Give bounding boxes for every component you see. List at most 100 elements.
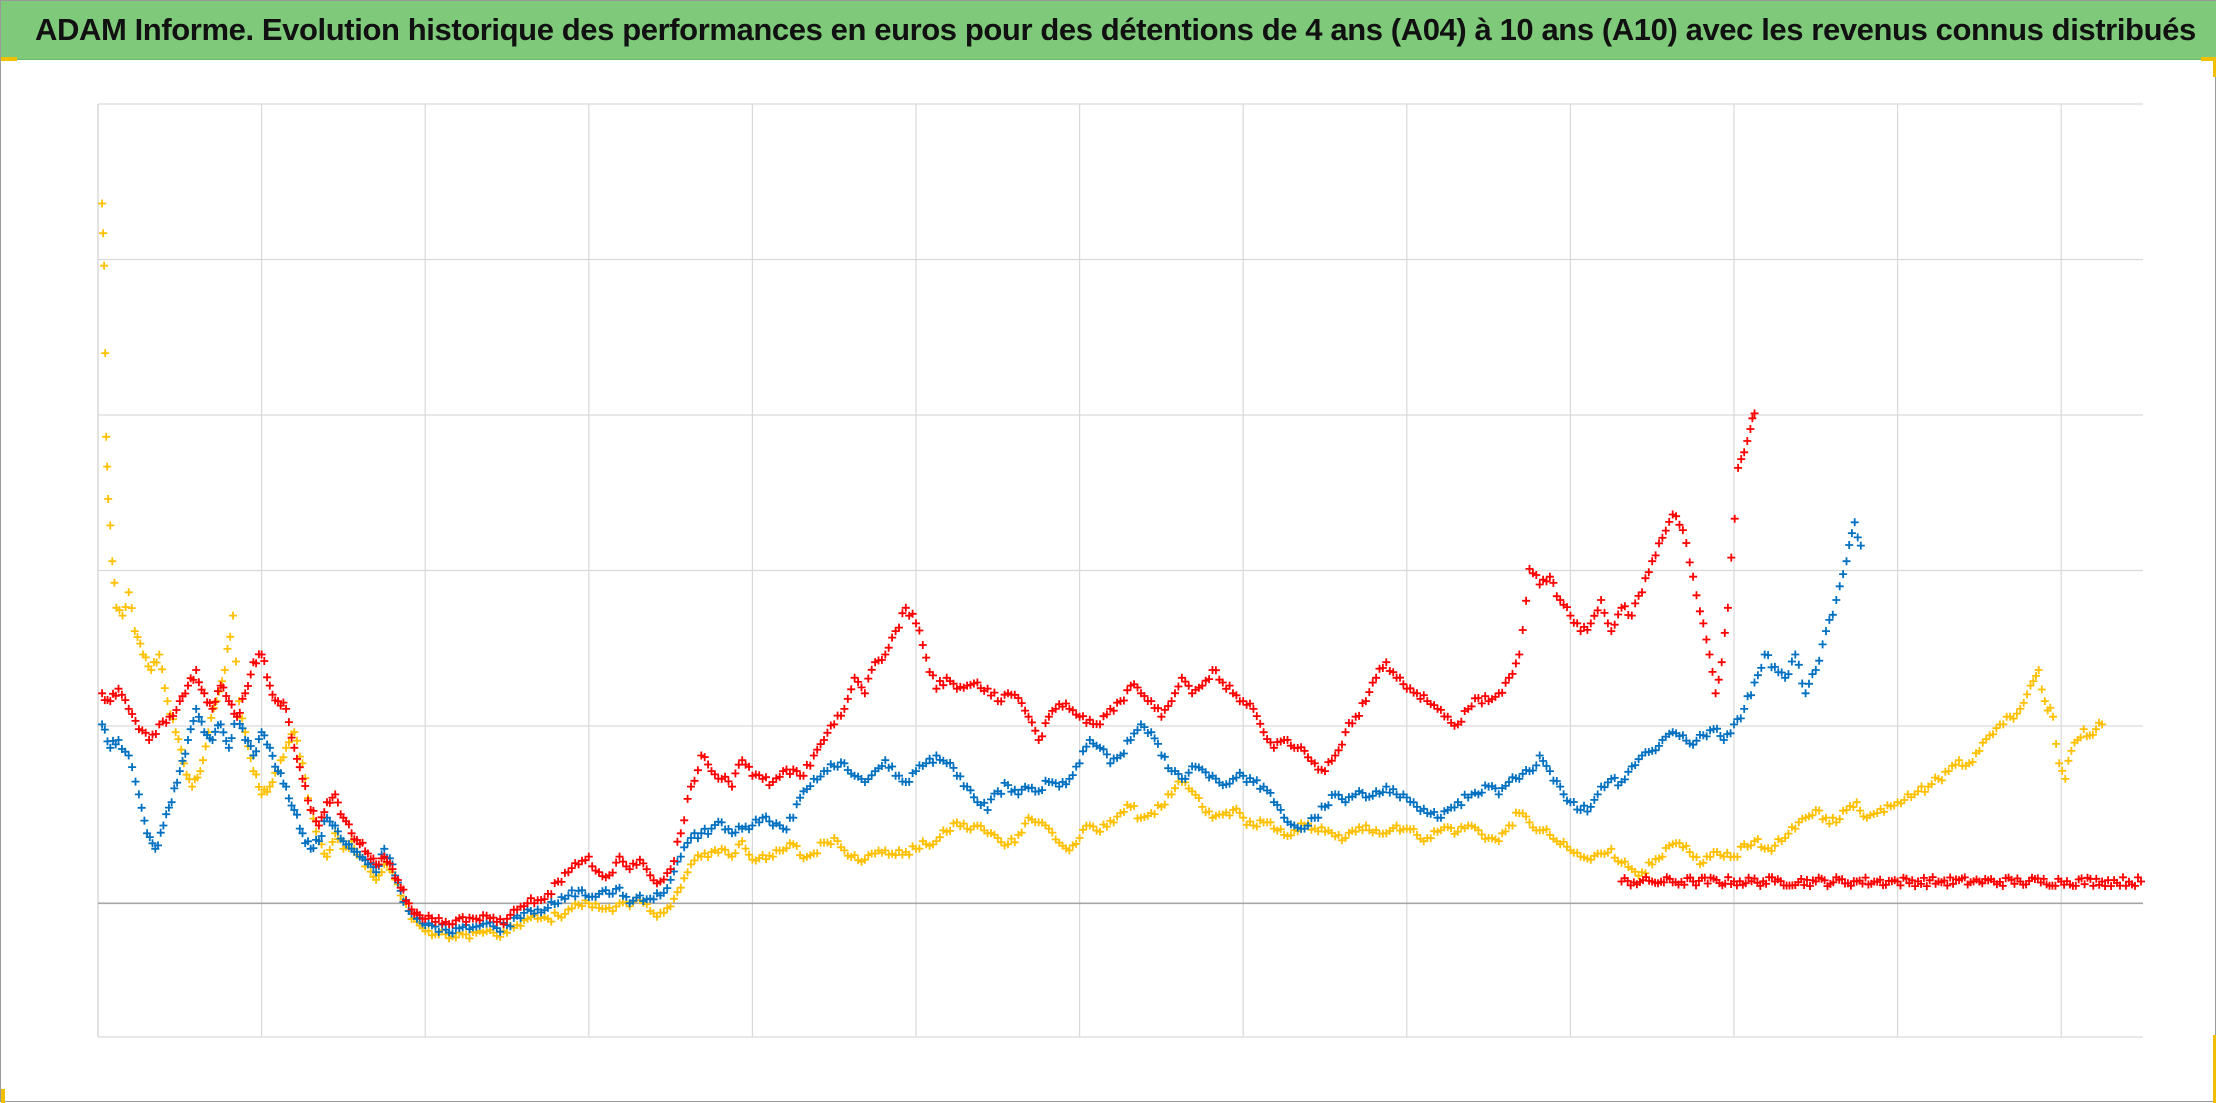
- data-point: [912, 619, 920, 628]
- data-point: [175, 767, 184, 776]
- data-point: [1041, 719, 1050, 728]
- data-point: [1784, 670, 1793, 679]
- data-point: [1300, 746, 1309, 755]
- data-point: [136, 639, 145, 648]
- data-point: [1675, 839, 1684, 848]
- data-point: [857, 683, 866, 692]
- data-point: [670, 894, 678, 903]
- data-point: [1181, 774, 1190, 783]
- data-point: [1661, 526, 1670, 535]
- data-point: [635, 891, 644, 900]
- data-point: [156, 828, 165, 837]
- data-point: [1762, 879, 1771, 888]
- data-point: [170, 784, 179, 793]
- data-point: [1665, 517, 1674, 526]
- data-point: [547, 890, 556, 899]
- data-point: [1703, 879, 1712, 888]
- data-point: [1917, 879, 1925, 888]
- data-point: [1569, 798, 1578, 806]
- data-point: [1024, 712, 1033, 721]
- data-point: [1171, 784, 1179, 793]
- data-point: [1750, 874, 1759, 883]
- data-point: [1348, 719, 1357, 728]
- data-point: [2076, 733, 2085, 742]
- data-point: [1641, 574, 1650, 583]
- data-point: [164, 803, 173, 812]
- data-point: [1651, 746, 1660, 755]
- data-point: [1711, 689, 1720, 698]
- data-point: [1835, 815, 1844, 824]
- data-point: [154, 841, 162, 850]
- data-point: [1743, 437, 1752, 445]
- data-point: [578, 886, 586, 895]
- data-point: [169, 712, 177, 720]
- data-point: [567, 886, 576, 895]
- data-point: [1201, 768, 1210, 777]
- data-point: [1767, 846, 1776, 855]
- data-point: [877, 762, 886, 770]
- data-point: [1491, 784, 1500, 793]
- data-point: [987, 795, 995, 804]
- data-point: [1038, 732, 1047, 741]
- data-point: [1692, 591, 1701, 600]
- data-point: [1624, 767, 1633, 776]
- data-point: [1457, 717, 1466, 726]
- data-point: [2122, 881, 2130, 890]
- data-point: [1147, 697, 1156, 706]
- data-point: [1820, 876, 1829, 885]
- data-point: [683, 868, 692, 877]
- data-point: [1508, 669, 1517, 678]
- data-point: [1610, 773, 1619, 782]
- data-point: [353, 847, 361, 856]
- data-point: [298, 829, 307, 838]
- data-point: [121, 696, 130, 705]
- data-point: [175, 697, 184, 706]
- data-point: [140, 816, 149, 825]
- data-point: [100, 261, 109, 270]
- data-point: [1876, 875, 1885, 884]
- data-point: [1791, 824, 1800, 833]
- data-point: [1283, 735, 1292, 744]
- data-point: [935, 677, 944, 685]
- data-point: [1943, 881, 1952, 890]
- data-point: [1563, 603, 1571, 612]
- data-point: [1331, 751, 1340, 760]
- data-point: [244, 682, 252, 690]
- data-point: [1252, 822, 1261, 831]
- data-point: [1900, 796, 1909, 804]
- data-point: [2089, 881, 2098, 890]
- data-point: [2058, 766, 2067, 775]
- data-point: [1705, 650, 1714, 659]
- data-point: [2092, 874, 2101, 883]
- data-point: [304, 837, 312, 846]
- data-point: [1082, 742, 1091, 751]
- data-point: [117, 690, 126, 699]
- data-point: [323, 852, 331, 861]
- data-point: [826, 840, 835, 849]
- data-point: [1522, 812, 1531, 821]
- data-point: [721, 845, 730, 854]
- data-point: [475, 916, 484, 925]
- data-point: [499, 920, 508, 929]
- data-point: [1501, 678, 1510, 687]
- data-point: [184, 681, 192, 690]
- data-point: [1998, 881, 2007, 890]
- data-point: [1413, 802, 1421, 811]
- data-point: [162, 718, 171, 727]
- data-point: [881, 650, 890, 659]
- data-point: [816, 772, 825, 781]
- data-point: [224, 743, 233, 752]
- data-point: [1753, 835, 1762, 844]
- data-point: [246, 670, 255, 679]
- data-point: [560, 910, 569, 918]
- data-point: [1856, 541, 1865, 550]
- data-point: [738, 756, 747, 765]
- data-point: [1552, 777, 1561, 785]
- data-point: [295, 824, 304, 833]
- data-point: [314, 821, 323, 830]
- data-point: [1764, 651, 1773, 660]
- data-point: [1717, 658, 1726, 667]
- data-point: [284, 794, 293, 803]
- data-point: [309, 806, 318, 815]
- data-point: [1532, 571, 1541, 579]
